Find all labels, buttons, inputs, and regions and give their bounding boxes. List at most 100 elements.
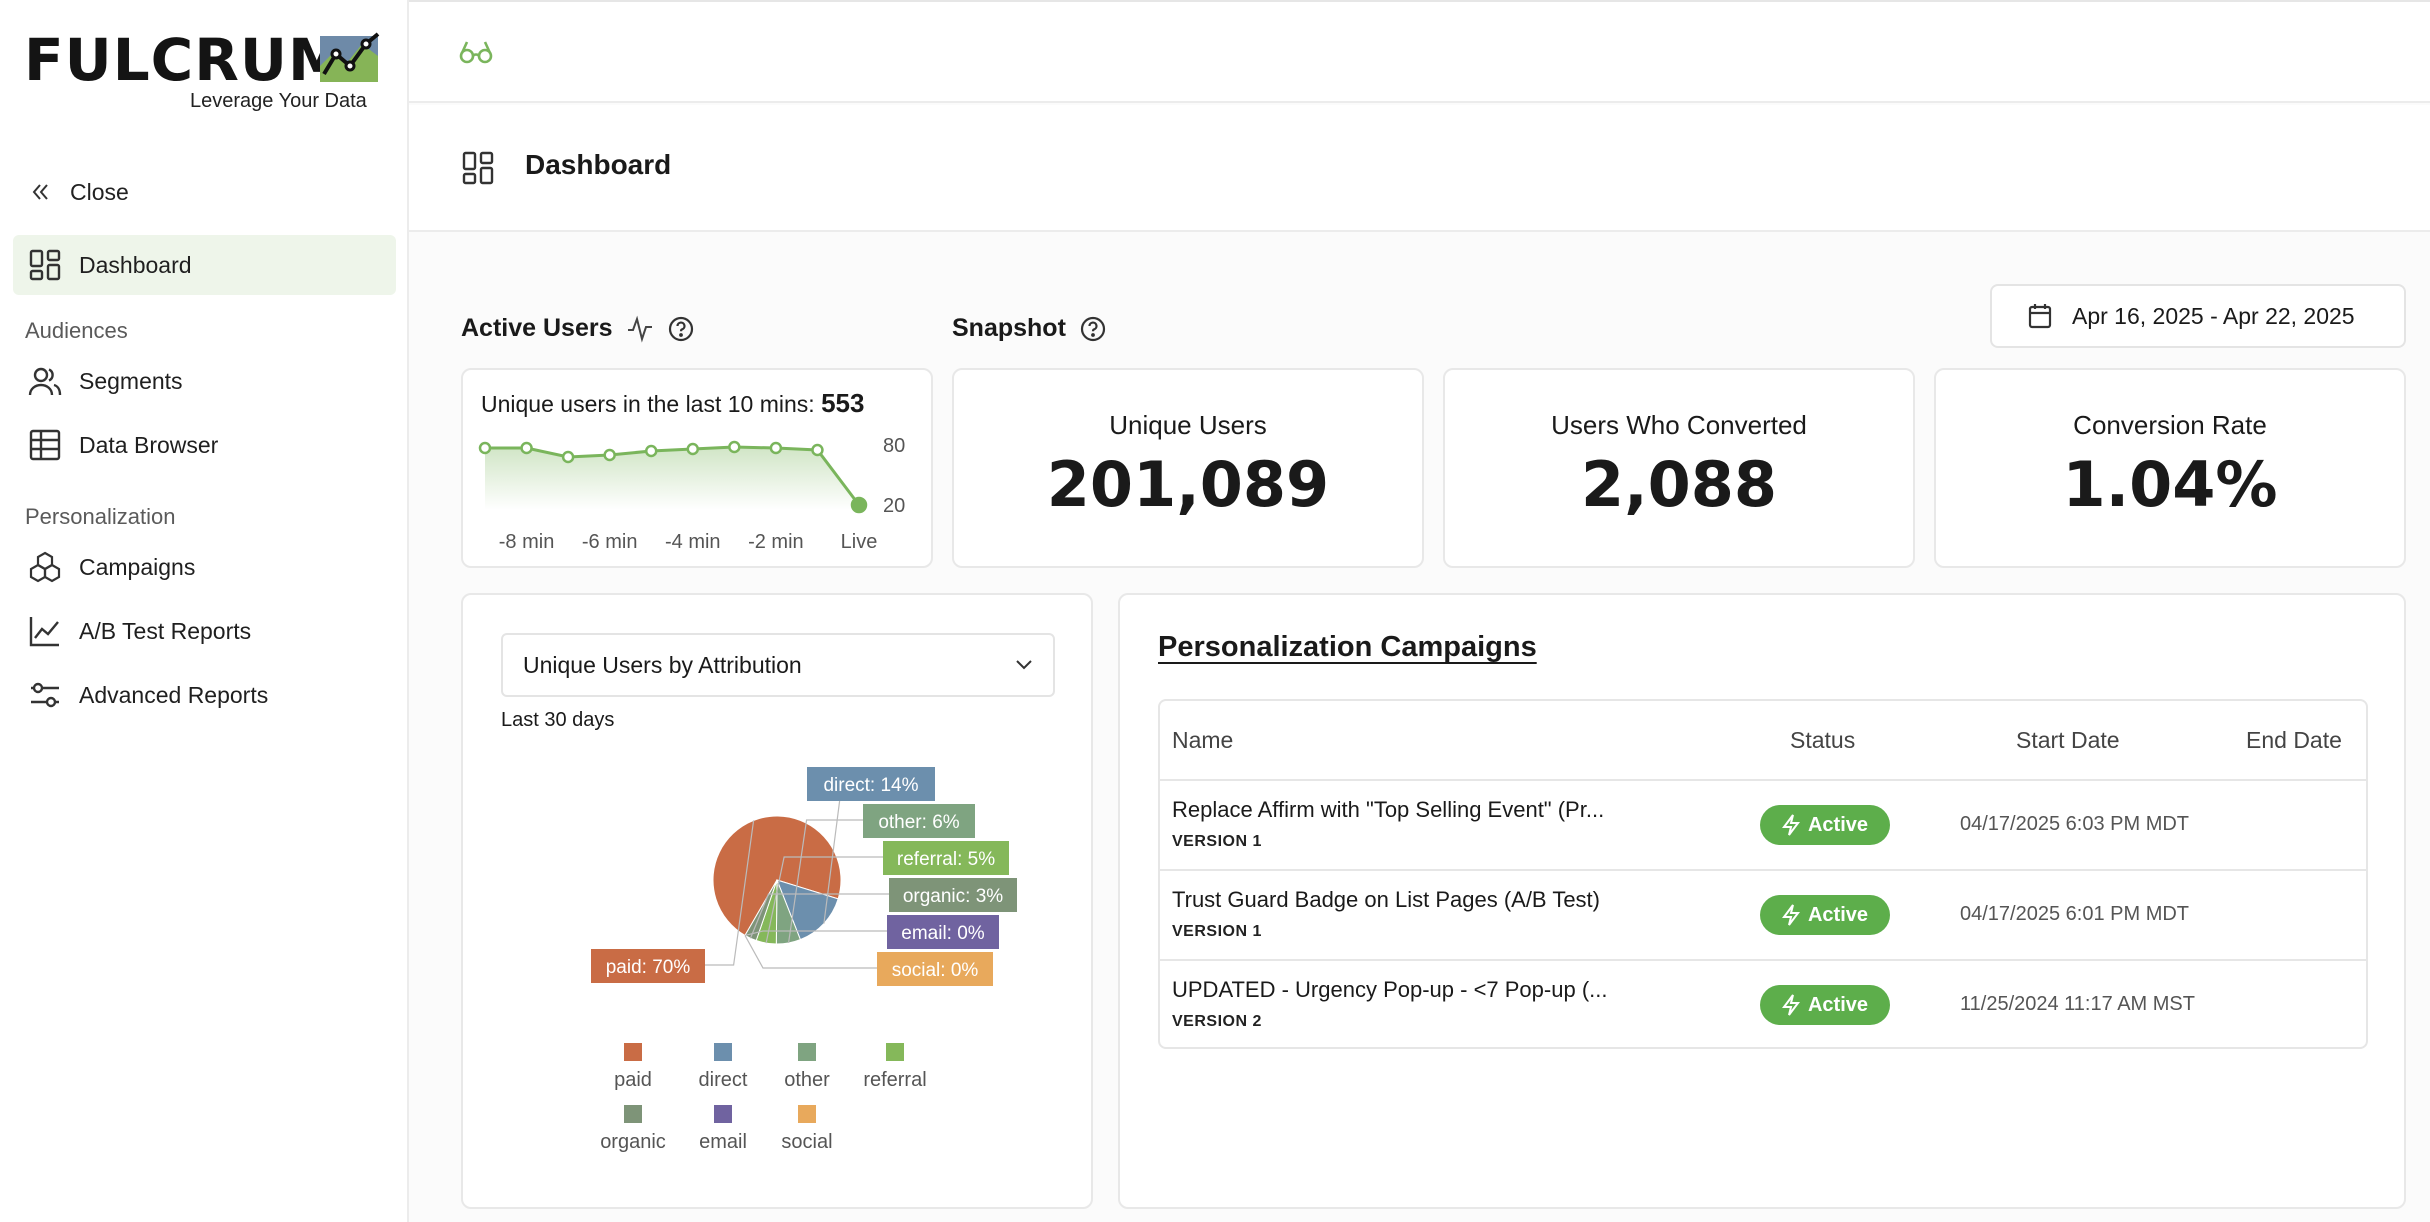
metric-card-unique-users: Unique Users 201,089 <box>952 368 1424 568</box>
status-badge: Active <box>1760 805 1890 845</box>
snapshot-title: Snapshot <box>952 314 1106 343</box>
sidebar-item-campaigns[interactable]: Campaigns <box>13 537 396 597</box>
data-point[interactable] <box>478 441 492 455</box>
label-leader-line <box>749 893 889 939</box>
help-icon[interactable] <box>668 316 694 342</box>
legend-item-organic[interactable]: organic <box>573 1105 693 1154</box>
pie-label-box <box>863 804 975 838</box>
attribution-pie-chart: paid: 70% direct: 14% other: 6% referral: 5… <box>591 767 1017 986</box>
legend-item-paid[interactable]: paid <box>573 1043 693 1092</box>
data-point[interactable] <box>644 444 658 458</box>
data-point[interactable] <box>728 440 741 454</box>
active-users-title: Active Users <box>461 314 694 343</box>
series-line <box>485 445 861 506</box>
page-header: Dashboard <box>409 105 2430 232</box>
status-label: Active <box>1807 813 1869 836</box>
data-point[interactable] <box>811 443 824 457</box>
legend-item-email[interactable]: email <box>663 1105 783 1154</box>
brand-name: FULCRUM <box>24 26 347 94</box>
legend-label: organic <box>600 1131 666 1153</box>
label-leader-line <box>744 935 877 969</box>
x-tick-label: -2 min <box>748 531 804 553</box>
line-chart-icon <box>27 613 63 649</box>
table-row[interactable]: Replace Affirm with "Top Selling Event" … <box>1160 779 2366 871</box>
legend-label: email <box>699 1131 747 1153</box>
active-users-count: 553 <box>821 388 865 418</box>
table-row[interactable]: UPDATED - Urgency Pop-up - <7 Pop-up (..… <box>1160 959 2366 1047</box>
lightning-icon <box>1781 814 1800 836</box>
data-point[interactable] <box>561 450 575 464</box>
column-header-status[interactable]: Status <box>1790 726 1856 753</box>
pie-label: social: 0% <box>892 960 979 981</box>
sidebar-item-label: A/B Test Reports <box>79 617 252 644</box>
campaigns-title[interactable]: Personalization Campaigns <box>1158 631 1537 663</box>
sidebar-item-ab-test-reports[interactable]: A/B Test Reports <box>13 601 396 661</box>
metric-label: Unique Users <box>1109 410 1267 440</box>
data-point[interactable] <box>769 441 783 455</box>
campaign-start-date: 04/17/2025 6:01 PM MDT <box>1960 903 2190 925</box>
active-users-subtitle-text: Unique users in the last 10 mins: <box>481 391 815 417</box>
column-header-end-date[interactable]: End Date <box>2246 726 2342 753</box>
metric-label: Conversion Rate <box>2073 410 2267 440</box>
pie-label-box <box>889 878 1017 912</box>
campaign-start-date: 11/25/2024 11:17 AM MST <box>1960 993 2195 1015</box>
lightning-icon <box>1781 904 1800 926</box>
data-point[interactable] <box>686 442 700 456</box>
attribution-card: Unique Users by Attribution Last 30 days… <box>461 593 1093 1209</box>
legend-item-other[interactable]: other <box>747 1043 867 1092</box>
legend-swatch <box>798 1043 816 1061</box>
y-tick-label: 80 <box>883 435 905 457</box>
campaign-start-date: 04/17/2025 6:03 PM MDT <box>1960 813 2190 835</box>
users-icon <box>27 363 63 399</box>
x-tick-label: Live <box>841 531 878 553</box>
status-label: Active <box>1807 903 1869 926</box>
data-point[interactable] <box>603 448 616 462</box>
active-users-line-chart: 80 20 -8 min -6 min -4 min -2 min Live <box>478 435 905 553</box>
sidebar-item-segments[interactable]: Segments <box>13 351 396 411</box>
dashboard-icon <box>27 247 63 283</box>
pie-label: direct: 14% <box>823 775 918 796</box>
label-leader-line <box>787 819 863 944</box>
legend-swatch <box>624 1043 642 1061</box>
x-tick-label: -8 min <box>499 531 555 553</box>
status-badge: Active <box>1760 985 1890 1025</box>
metric-value: 201,089 <box>1046 448 1330 521</box>
sidebar-item-advanced-reports[interactable]: Advanced Reports <box>13 665 396 725</box>
legend-item-referral[interactable]: referral <box>835 1043 955 1092</box>
attribution-select-value: Unique Users by Attribution <box>523 651 802 678</box>
campaign-name[interactable]: Trust Guard Badge on List Pages (A/B Tes… <box>1172 887 1600 912</box>
x-tick-label: -6 min <box>582 531 638 553</box>
legend-item-direct[interactable]: direct <box>663 1043 783 1092</box>
column-header-start-date[interactable]: Start Date <box>2016 726 2120 753</box>
label-leader-line <box>705 820 755 966</box>
legend-item-social[interactable]: social <box>747 1105 867 1154</box>
table-icon <box>27 427 63 463</box>
data-point[interactable] <box>520 441 533 455</box>
sidebar-item-label: Advanced Reports <box>79 681 269 708</box>
sidebar-item-dashboard[interactable]: Dashboard <box>13 235 396 295</box>
campaign-version: VERSION 2 <box>1172 1013 1262 1030</box>
pie-label-box <box>591 949 705 983</box>
sidebar-item-data-browser[interactable]: Data Browser <box>13 415 396 475</box>
sidebar-close-button[interactable]: Close <box>30 172 129 212</box>
glasses-icon[interactable] <box>459 40 493 64</box>
help-icon[interactable] <box>1080 316 1106 342</box>
activity-icon <box>628 315 653 343</box>
pie-label-box <box>807 767 935 801</box>
campaign-name[interactable]: Replace Affirm with "Top Selling Event" … <box>1172 797 1605 822</box>
data-point[interactable] <box>850 496 868 514</box>
sidebar-item-label: Dashboard <box>79 251 192 278</box>
y-tick-label: 20 <box>883 495 905 517</box>
campaign-name[interactable]: UPDATED - Urgency Pop-up - <7 Pop-up (..… <box>1172 977 1608 1002</box>
attribution-select[interactable]: Unique Users by Attribution <box>501 633 1055 697</box>
sidebar-item-label: Segments <box>79 367 183 394</box>
table-row[interactable]: Trust Guard Badge on List Pages (A/B Tes… <box>1160 869 2366 961</box>
pie-label-box <box>877 952 993 986</box>
pie-label-box <box>887 915 999 949</box>
pie-label: email: 0% <box>901 923 985 944</box>
active-users-subtitle: Unique users in the last 10 mins: 553 <box>481 388 864 419</box>
brand-tagline: Leverage Your Data <box>190 90 367 112</box>
attribution-period: Last 30 days <box>501 709 615 731</box>
column-header-name[interactable]: Name <box>1172 726 1234 753</box>
date-range-picker[interactable]: Apr 16, 2025 - Apr 22, 2025 <box>1990 284 2406 348</box>
